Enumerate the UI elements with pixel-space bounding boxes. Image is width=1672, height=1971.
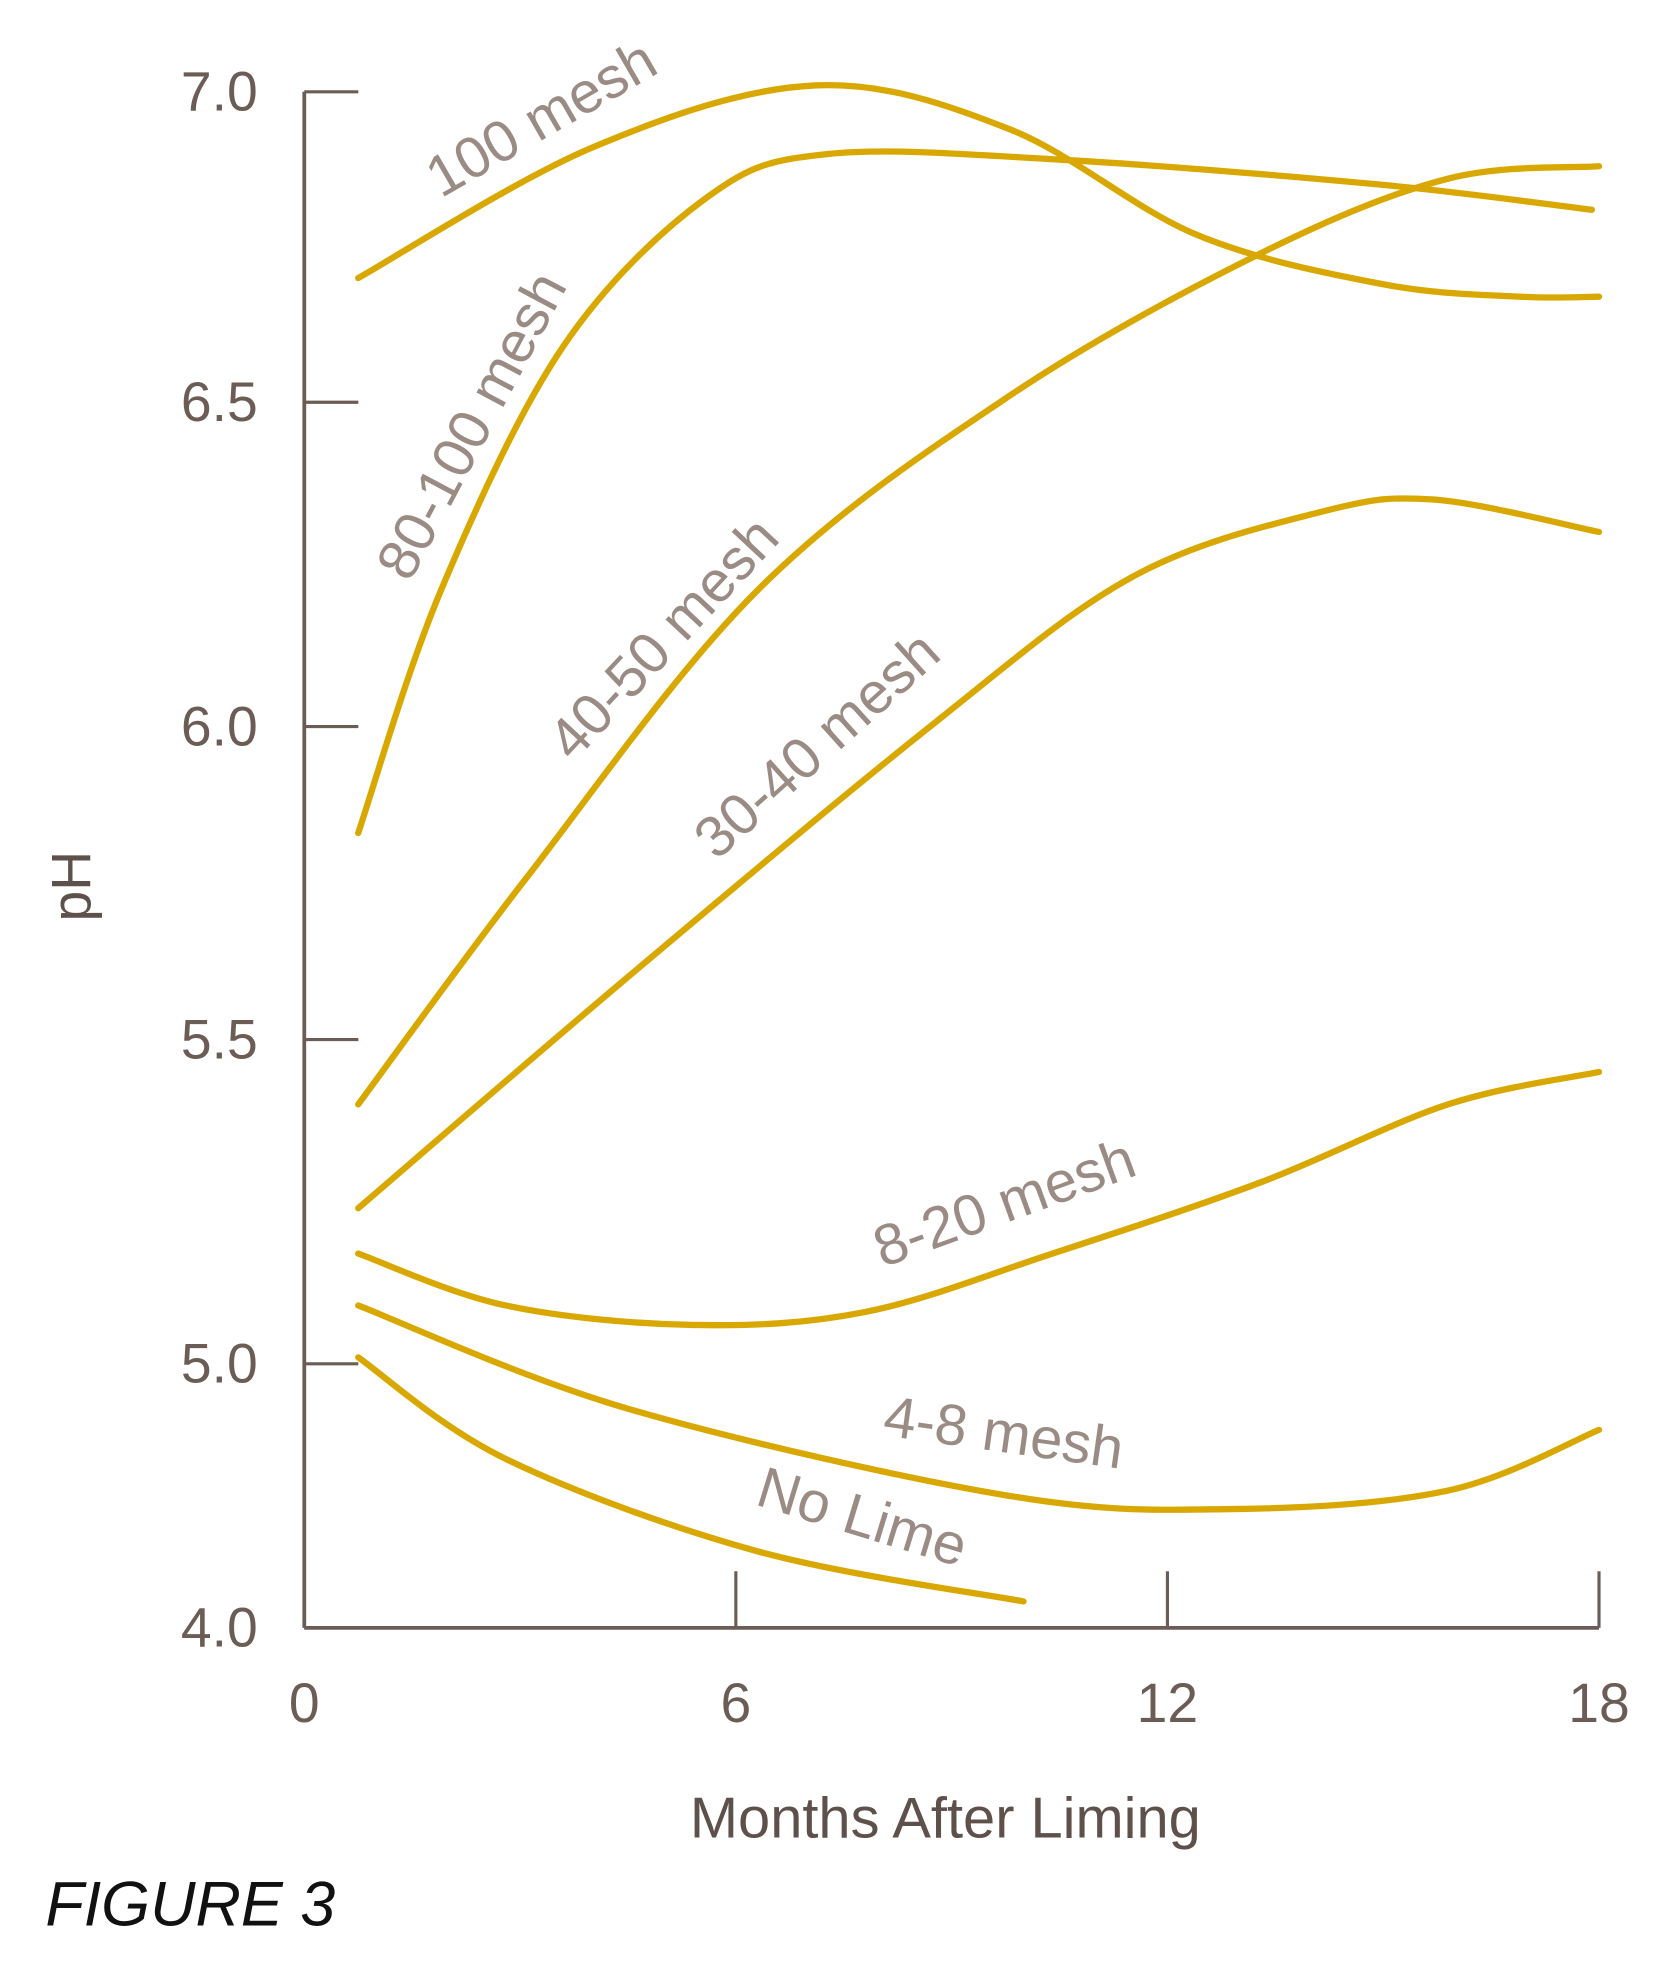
series-label: 40-50 mesh xyxy=(536,505,791,772)
axes: 7.0 6.5 6.0 5.5 5.0 4.0 0 6 12 18 xyxy=(181,61,1630,1734)
series-label: 100 mesh xyxy=(415,28,667,210)
y-tick-label: 5.0 xyxy=(181,1333,258,1395)
series-line-4-8-mesh xyxy=(355,1302,1603,1513)
y-axis-title: pH xyxy=(41,851,103,922)
x-tick-label: 12 xyxy=(1137,1672,1199,1734)
y-tick-label: 6.0 xyxy=(181,695,258,757)
series-line-30-40-mesh xyxy=(355,495,1603,1212)
series-line-40-50-mesh xyxy=(355,163,1603,1108)
y-tick-label: 7.0 xyxy=(181,61,258,123)
series-line-80-100-mesh xyxy=(355,148,1595,837)
y-tick-label: 5.5 xyxy=(181,1008,258,1070)
y-tick-label: 6.5 xyxy=(181,371,258,433)
series-label: 8-20 mesh xyxy=(865,1126,1144,1280)
x-axis-title: Months After Liming xyxy=(690,1787,1201,1851)
series-label: 4-8 mesh xyxy=(880,1385,1128,1482)
series-label: 80-100 mesh xyxy=(364,262,579,590)
x-tick-label: 0 xyxy=(289,1672,320,1734)
series-line-8-20-mesh xyxy=(355,1068,1603,1329)
series-lines xyxy=(355,81,1603,1605)
series-line-100-mesh xyxy=(355,81,1603,301)
x-tick-label: 18 xyxy=(1568,1672,1630,1734)
y-tick-label: 4.0 xyxy=(181,1597,258,1659)
figure-label: FIGURE 3 xyxy=(45,1870,335,1940)
x-tick-label: 6 xyxy=(720,1672,751,1734)
series-line-no-lime xyxy=(355,1354,1027,1605)
